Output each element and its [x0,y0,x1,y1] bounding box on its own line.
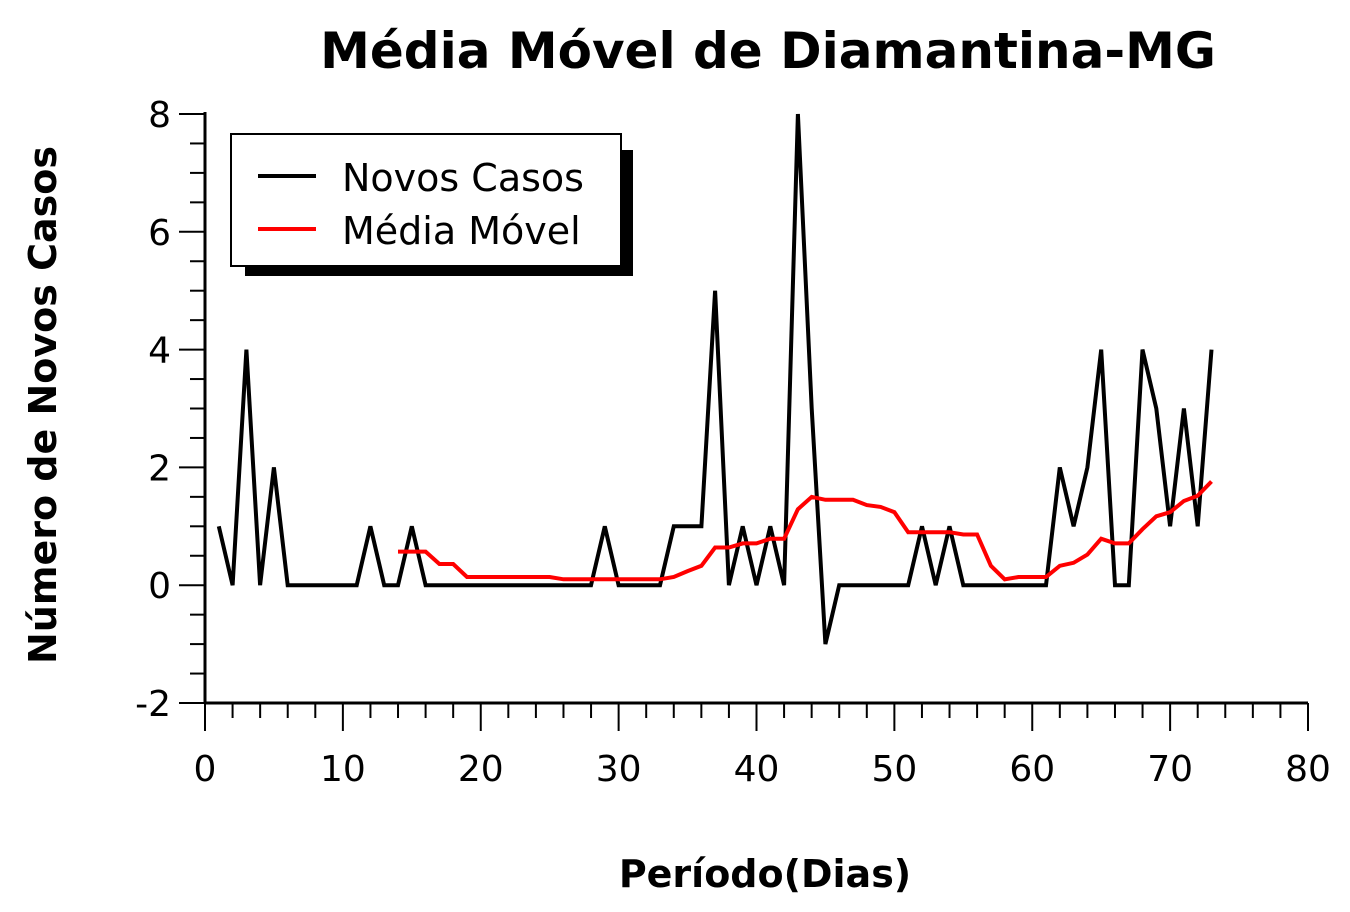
axes: -2 0 2 4 6 8 0 10 20 30 40 50 60 70 80 [135,95,1331,790]
y-tick-label: 6 [148,213,171,254]
x-axis-label: Período(Dias) [619,852,911,896]
chart-title: Média Móvel de Diamantina-MG [320,22,1216,80]
legend-box [230,133,622,267]
x-tick-label: 20 [458,749,504,790]
x-tick-label: 50 [871,749,917,790]
y-axis-label: Número de Novos Casos [21,146,65,664]
plot-lines [216,113,1214,645]
y-tick-label: 8 [148,95,171,136]
y-tick-label: -2 [135,684,171,725]
x-ticks: 0 10 20 30 40 50 60 70 80 [194,703,1331,790]
y-tick-label: 2 [148,448,171,489]
series-line-media-movel [398,480,1213,582]
series-line-novos-casos [216,113,1214,645]
x-tick-label: 60 [1009,749,1055,790]
x-tick-label: 10 [320,749,366,790]
y-tick-label: 4 [148,331,171,372]
x-tick-label: 80 [1285,749,1331,790]
legend-label-media-movel: Média Móvel [342,209,581,253]
legend: Novos Casos Média Móvel [230,133,633,276]
x-tick-label: 70 [1147,749,1193,790]
x-tick-label: 40 [734,749,780,790]
y-ticks: -2 0 2 4 6 8 [135,95,205,725]
x-tick-label: 30 [596,749,642,790]
y-tick-label: 0 [148,566,171,607]
legend-label-novos-casos: Novos Casos [342,156,584,200]
x-tick-label: 0 [194,749,217,790]
